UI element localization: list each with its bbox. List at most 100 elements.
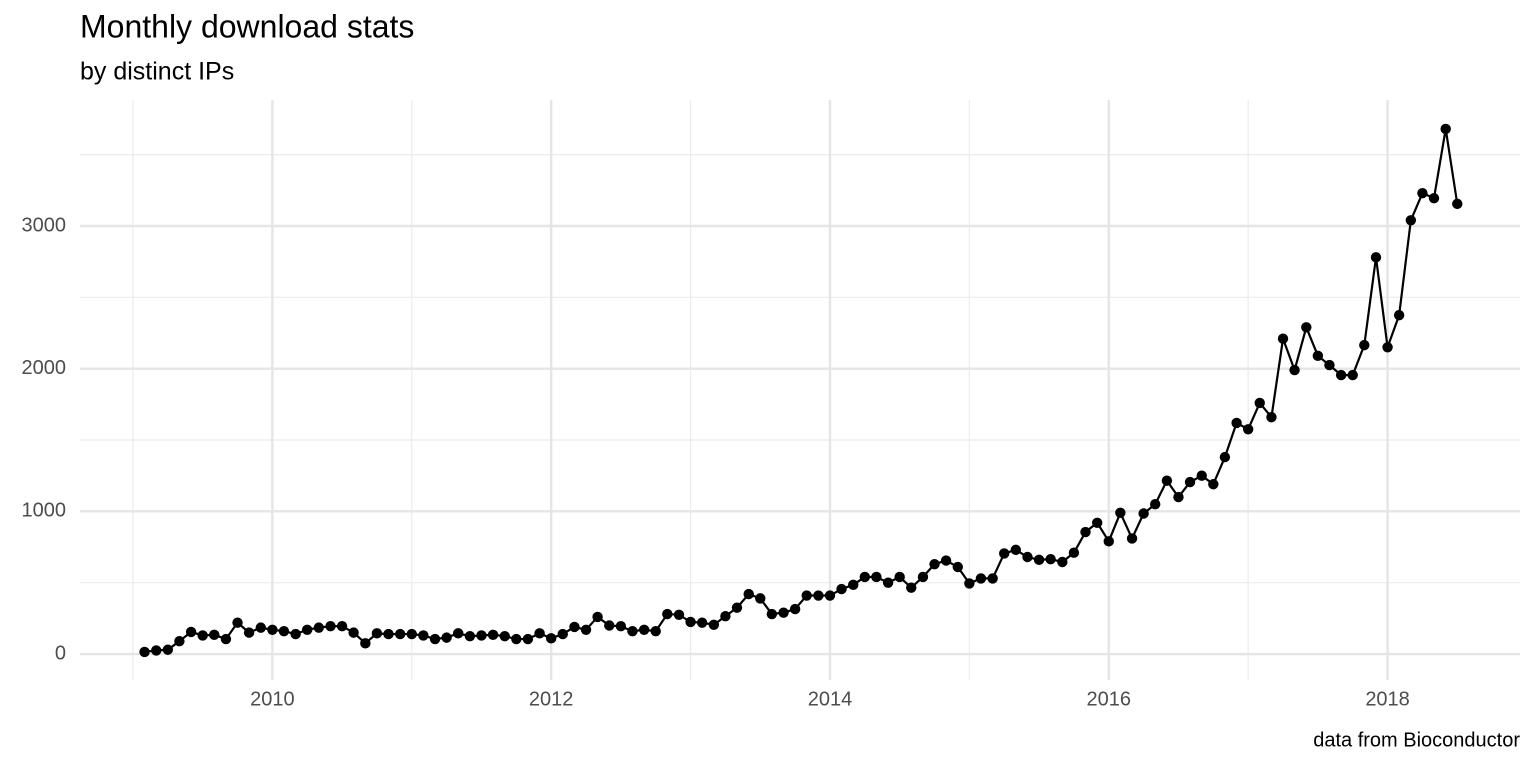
x-tick-label: 2016 <box>1087 688 1132 710</box>
point <box>545 633 557 644</box>
x-tick-label: 2014 <box>808 688 853 710</box>
point <box>755 593 766 604</box>
point <box>673 609 685 620</box>
point <box>1057 556 1068 568</box>
point <box>1289 364 1300 376</box>
point <box>1208 479 1219 490</box>
point <box>325 621 336 632</box>
point <box>917 571 929 583</box>
point <box>1231 417 1242 429</box>
point <box>615 621 627 632</box>
point <box>1115 507 1126 518</box>
point <box>336 621 348 632</box>
point <box>267 624 278 635</box>
point <box>801 590 812 601</box>
point <box>406 628 417 640</box>
point <box>1417 187 1428 199</box>
line <box>144 127 1459 653</box>
point <box>209 629 220 640</box>
y-tick-label: 0 <box>55 642 66 664</box>
grid: 0 1000 2000 3000 2010 2012 2014 2016 2018 <box>22 100 1520 710</box>
point <box>1382 342 1393 353</box>
x-tick-label: 2012 <box>529 688 574 710</box>
plot <box>139 123 1463 658</box>
point <box>278 626 290 637</box>
point <box>1010 544 1021 556</box>
point <box>720 611 731 622</box>
point <box>650 626 661 637</box>
point <box>1277 333 1289 344</box>
point <box>848 579 859 591</box>
point <box>1022 551 1033 563</box>
point <box>220 633 232 645</box>
point <box>360 638 371 649</box>
point <box>1393 309 1405 321</box>
point <box>987 573 998 584</box>
point <box>708 619 720 630</box>
point <box>290 628 301 640</box>
point <box>1149 499 1161 510</box>
point <box>1219 451 1231 463</box>
point <box>685 616 696 628</box>
point <box>871 571 882 583</box>
point <box>1428 192 1440 204</box>
point <box>476 630 487 641</box>
point <box>1173 491 1184 503</box>
point <box>1301 322 1312 333</box>
point <box>975 573 987 584</box>
point <box>534 628 545 639</box>
point <box>139 646 150 658</box>
point <box>1347 369 1358 381</box>
point <box>441 632 452 643</box>
point <box>429 633 441 645</box>
point <box>766 608 778 620</box>
point <box>255 622 267 633</box>
point <box>511 633 522 645</box>
point <box>906 582 917 593</box>
point <box>348 627 359 638</box>
point <box>882 577 894 588</box>
point <box>813 590 824 601</box>
point <box>185 626 197 638</box>
caption: data from Bioconductor <box>1313 729 1520 751</box>
point <box>1440 123 1451 135</box>
point <box>499 630 510 642</box>
x-tick-label: 2010 <box>250 688 295 710</box>
point <box>1452 198 1463 210</box>
point <box>1359 339 1370 351</box>
point <box>731 602 743 613</box>
point <box>1045 553 1056 565</box>
point <box>1405 215 1417 226</box>
point <box>151 645 162 656</box>
point <box>1126 533 1138 544</box>
point <box>418 630 429 641</box>
point <box>557 628 568 640</box>
point <box>302 624 313 635</box>
point <box>1242 424 1254 435</box>
y-tick-label: 1000 <box>22 500 67 522</box>
point <box>836 583 847 595</box>
point <box>1184 476 1196 488</box>
point <box>174 635 185 647</box>
point <box>964 578 975 589</box>
point <box>778 607 789 618</box>
point <box>638 624 650 635</box>
point <box>662 608 673 620</box>
point <box>580 624 592 635</box>
point <box>929 558 940 570</box>
point <box>1254 397 1265 409</box>
y-tick-label: 2000 <box>22 357 67 379</box>
point <box>1335 369 1347 381</box>
point <box>1312 350 1324 362</box>
point <box>1196 470 1207 481</box>
point <box>1161 475 1173 486</box>
point <box>894 571 905 583</box>
x-tick-label: 2018 <box>1365 688 1410 710</box>
point <box>395 628 406 640</box>
point <box>197 630 208 641</box>
chart-subtitle: by distinct IPs <box>80 58 234 86</box>
point <box>743 588 754 600</box>
point <box>952 561 964 573</box>
